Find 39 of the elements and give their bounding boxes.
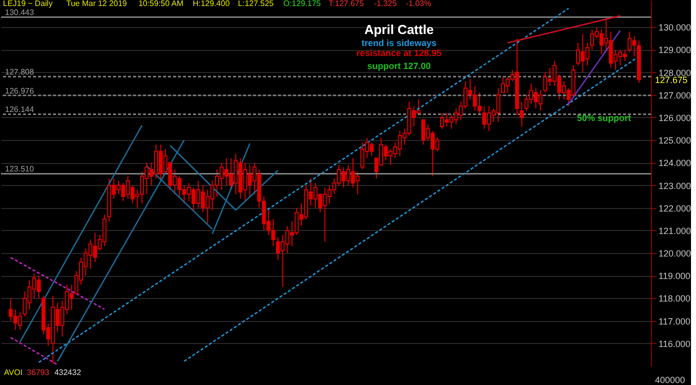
y-tick-label: 123.000 (658, 180, 692, 191)
y-tick-label: 127.000 (658, 90, 692, 100)
y-tick-label: 125.000 (658, 136, 692, 146)
y-tick-label: 126.000 (658, 112, 692, 123)
ref-line-label: 126.144 (5, 105, 34, 114)
annotation: L:127.525 (238, 0, 274, 8)
y-tick-label: 116.000 (658, 338, 690, 349)
y-tick-label: 128.000 (658, 68, 692, 78)
annotation: O:129.175 (283, 0, 322, 8)
text: 400000 (655, 375, 686, 385)
y-tick-label: 120.000 (658, 248, 692, 259)
y-tick-label: 129.000 (658, 45, 692, 56)
text: 36793 (26, 368, 50, 377)
y-tick-label: 119.000 (658, 271, 690, 282)
y-tick-label: 121.000 (658, 226, 692, 236)
annotation: support 127.00 (367, 61, 431, 71)
annotation: resistance at 128.95 (356, 48, 442, 58)
annotation: 50% support (576, 113, 632, 123)
y-tick-label: 118.000 (658, 294, 690, 304)
annotation: Tue Mar 12 2019 (66, 0, 128, 8)
annotation: -1.03% (406, 0, 432, 8)
annotation: 10:59:50 AM (138, 0, 184, 8)
ref-line-label: 127.808 (5, 68, 34, 77)
y-tick-label: 130.000 (658, 22, 692, 33)
annotation: H:129.400 (192, 0, 230, 8)
annotation: T:127.675 (328, 0, 364, 8)
text: 127.675 (655, 75, 688, 85)
ref-line-label: 130.443 (5, 8, 34, 18)
annotation: trend is sideways (361, 38, 437, 48)
y-tick-label: 122.000 (658, 203, 692, 214)
ref-line-label: 123.510 (5, 164, 34, 174)
ref-line-label: 126.976 (5, 86, 34, 96)
text: 432432 (54, 368, 82, 377)
y-tick-label: 124.000 (658, 158, 692, 168)
text: April Cattle (364, 22, 434, 37)
annotation: LEJ19 ~ Daily (3, 0, 53, 8)
annotation: -1.325 (374, 0, 398, 8)
text: AVOI (4, 368, 23, 377)
y-tick-label: 117.000 (658, 316, 690, 326)
